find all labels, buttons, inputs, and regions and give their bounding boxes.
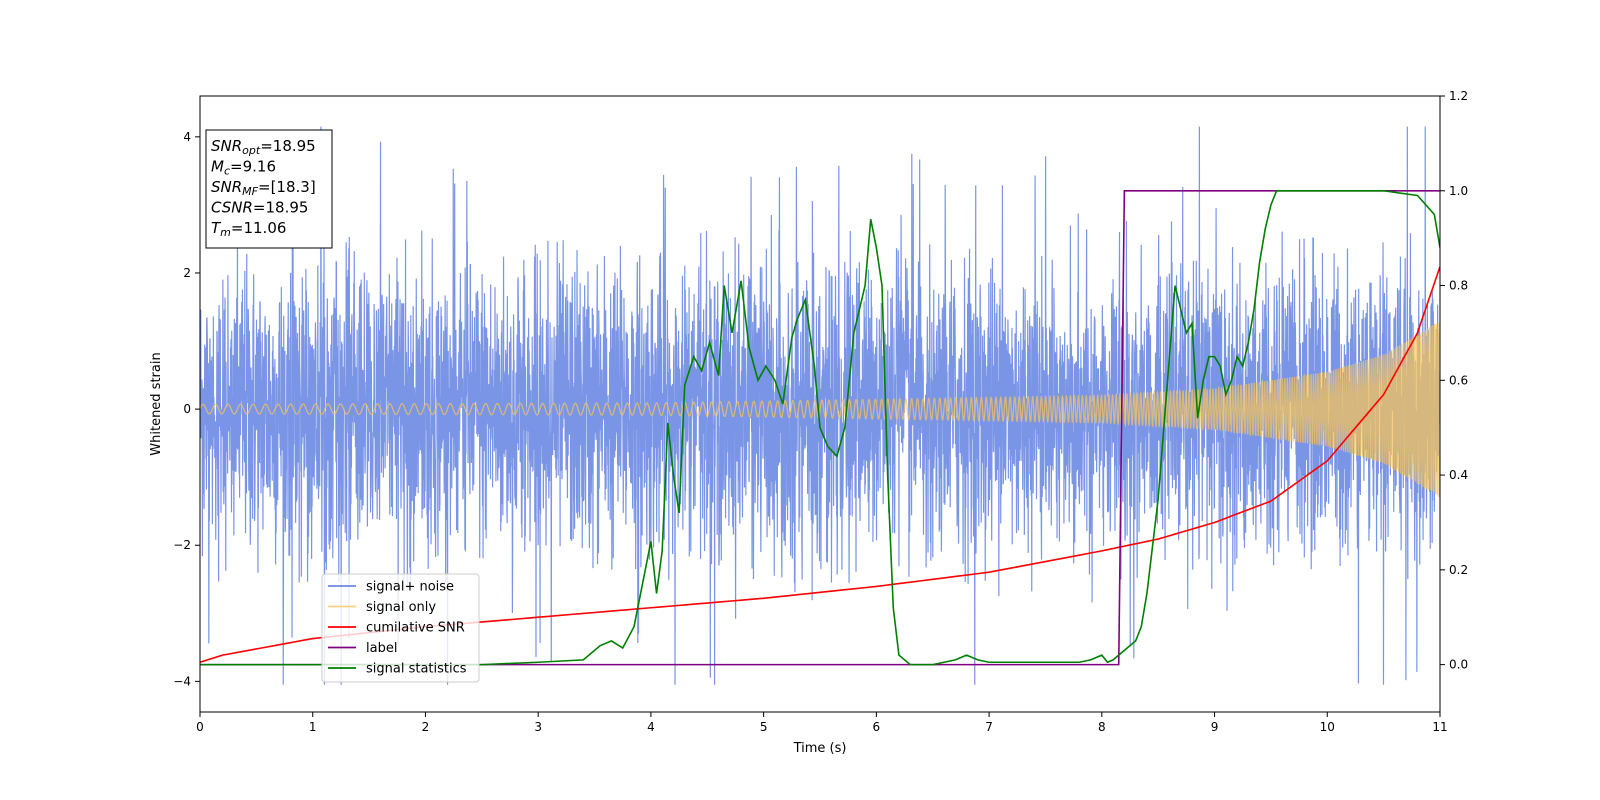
annotation-line: Tm=11.06 [211,219,286,239]
y-tick-label: −4 [173,674,191,688]
x-tick-label: 4 [647,720,655,734]
y2-tick-label: 0.0 [1449,658,1468,672]
y2-tick-label: 0.8 [1449,279,1468,293]
annotation-line: SNRopt=18.95 [211,137,316,157]
legend-label: signal statistics [366,662,467,677]
y-tick-label: −2 [173,538,191,552]
x-tick-label: 6 [873,720,881,734]
y2-tick-label: 0.6 [1449,373,1468,387]
legend-label: label [366,641,397,656]
x-tick-label: 3 [534,720,542,734]
plot-frame [199,95,1441,713]
x-tick-label: 1 [309,720,317,734]
legend-label: cumilative SNR [366,621,465,636]
y-tick-label: 0 [183,402,191,416]
y2-tick-label: 0.2 [1449,563,1468,577]
y2-tick-label: 1.0 [1449,184,1468,198]
y2-tick-label: 1.2 [1449,89,1468,103]
legend-label: signal+ noise [366,580,454,595]
annotation-line: SNRMF=[18.3] [211,178,316,198]
annotation-box [205,129,333,249]
x-tick-label: 9 [1211,720,1219,734]
series-signal-statistics [200,189,1440,666]
x-tick-label: 0 [196,720,204,734]
series-signal-only [200,322,1440,498]
x-tick-label: 8 [1098,720,1106,734]
x-tick-label: 10 [1320,720,1335,734]
y-tick-label: 2 [183,266,191,280]
x-axis-label: Time (s) [793,741,847,756]
y-axis-label: Whitened strain [149,352,164,455]
legend-label: signal only [366,600,436,615]
x-tick-label: 2 [422,720,430,734]
y2-tick-label: 0.4 [1449,468,1468,482]
x-tick-label: 11 [1432,720,1447,734]
annotation-line: CSNR=18.95 [211,199,308,217]
x-tick-label: 7 [985,720,993,734]
legend [321,573,480,683]
y-tick-label: 4 [183,130,191,144]
annotation-line: Mc=9.16 [211,158,276,178]
x-tick-label: 5 [760,720,768,734]
